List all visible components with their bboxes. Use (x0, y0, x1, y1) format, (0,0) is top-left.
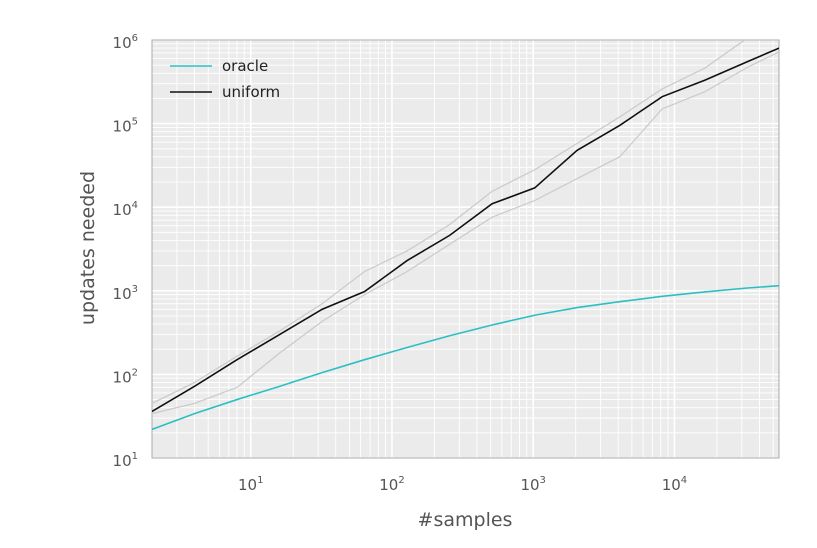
series-lines (152, 47, 779, 431)
x-tick-label: 103 (520, 475, 545, 494)
y-tick-label: 101 (113, 451, 138, 470)
y-tick-label: 104 (113, 200, 138, 219)
series-line-oracle (152, 284, 779, 431)
legend-label-uniform: uniform (222, 83, 280, 101)
band-upper-line (152, 40, 746, 404)
grid-lines (151, 39, 779, 459)
x-tick-label: 102 (379, 475, 404, 494)
band-lower-line (152, 51, 779, 415)
x-axis-ticks: 101 102 103 104 (238, 475, 687, 494)
plot-background (152, 40, 779, 458)
series-line-uniform (152, 47, 779, 413)
y-tick-label: 103 (113, 284, 138, 303)
y-tick-label: 106 (113, 33, 138, 52)
x-tick-label: 104 (662, 475, 687, 494)
y-tick-label: 105 (113, 117, 138, 136)
y-axis-label: updates needed (77, 171, 99, 325)
variance-bands (152, 40, 779, 415)
x-tick-label: 101 (238, 475, 263, 494)
legend-label-oracle: oracle (222, 57, 268, 75)
x-axis-label: #samples (418, 509, 513, 531)
legend: oracle uniform (170, 57, 280, 101)
y-tick-label: 102 (113, 367, 138, 386)
plot-border (151, 39, 780, 459)
y-axis-ticks: 101 102 103 104 105 106 (113, 33, 138, 470)
